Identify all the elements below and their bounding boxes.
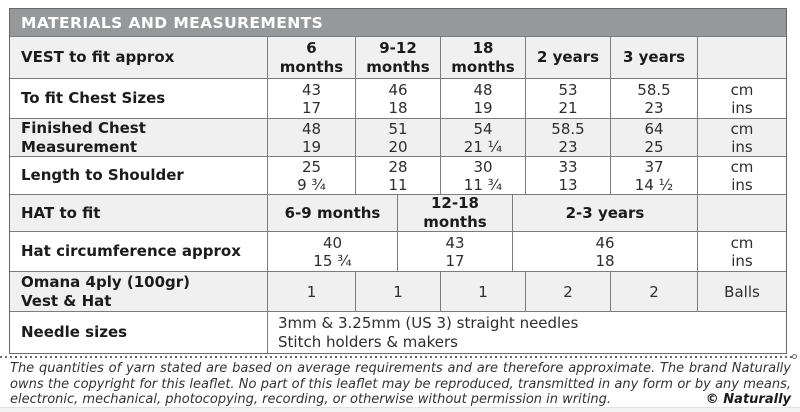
finished-chest-value: 54 21 ¼ xyxy=(440,119,525,156)
table-row-vest-sizes: VEST to fit approx 6 months 9-12 months … xyxy=(10,36,786,78)
row-label-length-shoulder: Length to Shoulder xyxy=(21,166,184,184)
unit-cell-empty xyxy=(697,37,786,78)
finished-chest-value: 48 19 xyxy=(267,119,355,156)
hat-circumference-value: 46 18 xyxy=(512,232,697,271)
copyright-footer: The quantities of yarn stated are based … xyxy=(10,361,791,408)
hat-size-col-12-18-months: 12-18 months xyxy=(397,195,512,231)
table-row-chest-sizes: To fit Chest Sizes 43 17 46 18 48 19 53 … xyxy=(10,78,786,118)
finished-chest-value: 64 25 xyxy=(610,119,697,156)
table-row-needle-sizes: Needle sizes 3mm & 3.25mm (US 3) straigh… xyxy=(10,311,786,353)
table-title: MATERIALS AND MEASUREMENTS xyxy=(21,13,324,32)
row-label-vest-to-fit: VEST to fit approx xyxy=(21,48,175,66)
row-label-finished-chest: Finished Chest Measurement xyxy=(21,119,146,156)
table-row-hat-circumference: Hat circumference approx 40 15 ¾ 43 17 4… xyxy=(10,231,786,271)
brand-copyright: © Naturally xyxy=(705,392,791,407)
length-value: 33 13 xyxy=(525,157,610,194)
unit-cell-empty xyxy=(697,195,786,231)
chest-value: 53 21 xyxy=(525,79,610,118)
yarn-balls-value: 2 xyxy=(525,272,610,311)
hat-circumference-value: 43 17 xyxy=(397,232,512,271)
row-label-hat-to-fit: HAT to fit xyxy=(21,203,101,222)
yarn-balls-value: 1 xyxy=(267,272,355,311)
chest-value: 48 19 xyxy=(440,79,525,118)
size-col-6-months: 6 months xyxy=(267,37,355,78)
length-value: 28 11 xyxy=(355,157,440,194)
length-value: 25 9 ¾ xyxy=(267,157,355,194)
table-row-finished-chest: Finished Chest Measurement 48 19 51 20 5… xyxy=(10,118,786,156)
unit-cell: cm ins xyxy=(697,119,786,156)
row-label-hat-circumference: Hat circumference approx xyxy=(21,242,241,260)
row-label-chest-sizes: To fit Chest Sizes xyxy=(21,89,166,107)
unit-cell: cm ins xyxy=(697,79,786,118)
page-bottom-strip xyxy=(0,407,800,412)
unit-cell: cm ins xyxy=(697,232,786,271)
row-label-needle-sizes: Needle sizes xyxy=(21,323,128,341)
yarn-balls-value: 2 xyxy=(610,272,697,311)
table-row-hat-sizes: HAT to fit 6-9 months 12-18 months 2-3 y… xyxy=(10,194,786,231)
table-title-bar: MATERIALS AND MEASUREMENTS xyxy=(10,9,786,36)
finished-chest-value: 58.5 23 xyxy=(525,119,610,156)
hat-size-col-2-3-years: 2-3 years xyxy=(512,195,697,231)
table-row-yarn-quantity: Omana 4ply (100gr) Vest & Hat 1 1 1 2 2 … xyxy=(10,271,786,311)
size-col-18-months: 18 months xyxy=(440,37,525,78)
row-label-yarn: Omana 4ply (100gr) Vest & Hat xyxy=(21,272,190,310)
needle-sizes-value: 3mm & 3.25mm (US 3) straight needles Sti… xyxy=(267,312,786,353)
unit-cell: cm ins xyxy=(697,157,786,194)
size-col-9-12-months: 9-12 months xyxy=(355,37,440,78)
chest-value: 46 18 xyxy=(355,79,440,118)
finished-chest-value: 51 20 xyxy=(355,119,440,156)
footer-text: The quantities of yarn stated are based … xyxy=(10,361,791,407)
chest-value: 43 17 xyxy=(267,79,355,118)
materials-table: MATERIALS AND MEASUREMENTS VEST to fit a… xyxy=(9,8,787,354)
yarn-balls-value: 1 xyxy=(440,272,525,311)
unit-cell-balls: Balls xyxy=(697,272,786,311)
hat-circumference-value: 40 15 ¾ xyxy=(267,232,397,271)
size-col-2-years: 2 years xyxy=(525,37,610,78)
dotted-divider xyxy=(0,354,797,359)
length-value: 37 14 ½ xyxy=(610,157,697,194)
length-value: 30 11 ¾ xyxy=(440,157,525,194)
table-row-length-shoulder: Length to Shoulder 25 9 ¾ 28 11 30 11 ¾ … xyxy=(10,156,786,194)
size-col-3-years: 3 years xyxy=(610,37,697,78)
chest-value: 58.5 23 xyxy=(610,79,697,118)
hat-size-col-6-9-months: 6-9 months xyxy=(267,195,397,231)
yarn-balls-value: 1 xyxy=(355,272,440,311)
dotted-divider-endcap xyxy=(792,354,797,359)
